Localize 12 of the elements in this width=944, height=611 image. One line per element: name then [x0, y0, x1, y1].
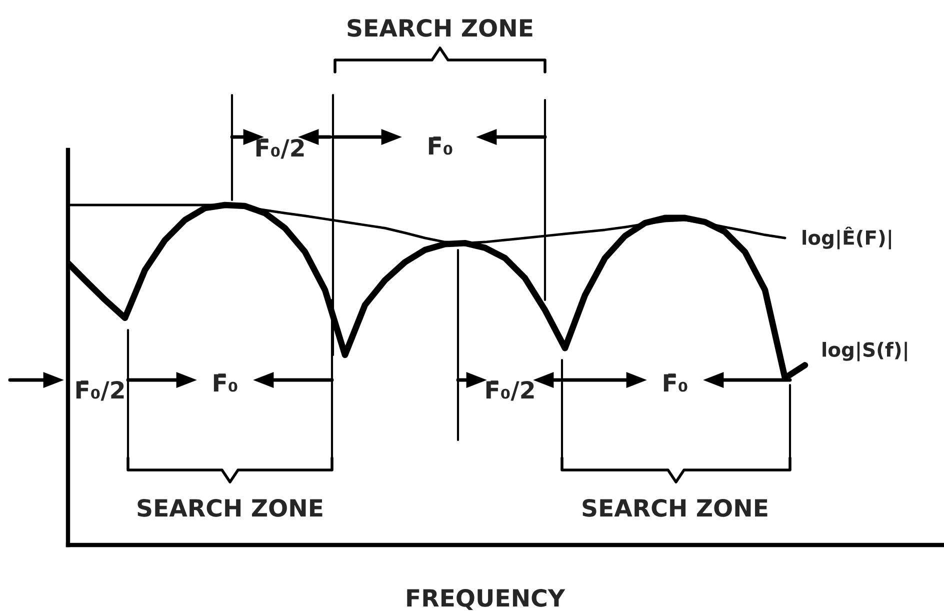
series-label: log|S(f)|: [822, 342, 907, 362]
series-label: log|Ê(F)|: [802, 226, 892, 250]
x-axis-title: FREQUENCY: [407, 588, 566, 610]
annotation: SEARCH ZONE: [582, 498, 768, 517]
text: F̄₀: [428, 136, 452, 155]
text: F̄₀/2: [256, 138, 304, 159]
annotation: F̄₀: [214, 374, 238, 392]
annotation: F̄₀: [664, 374, 688, 392]
annotation: F̄₀/2: [76, 380, 124, 401]
text: SEARCH ZONE: [348, 18, 532, 37]
annotation: F̄₀/2: [486, 380, 534, 401]
annotation: SEARCH ZONE: [138, 498, 322, 517]
